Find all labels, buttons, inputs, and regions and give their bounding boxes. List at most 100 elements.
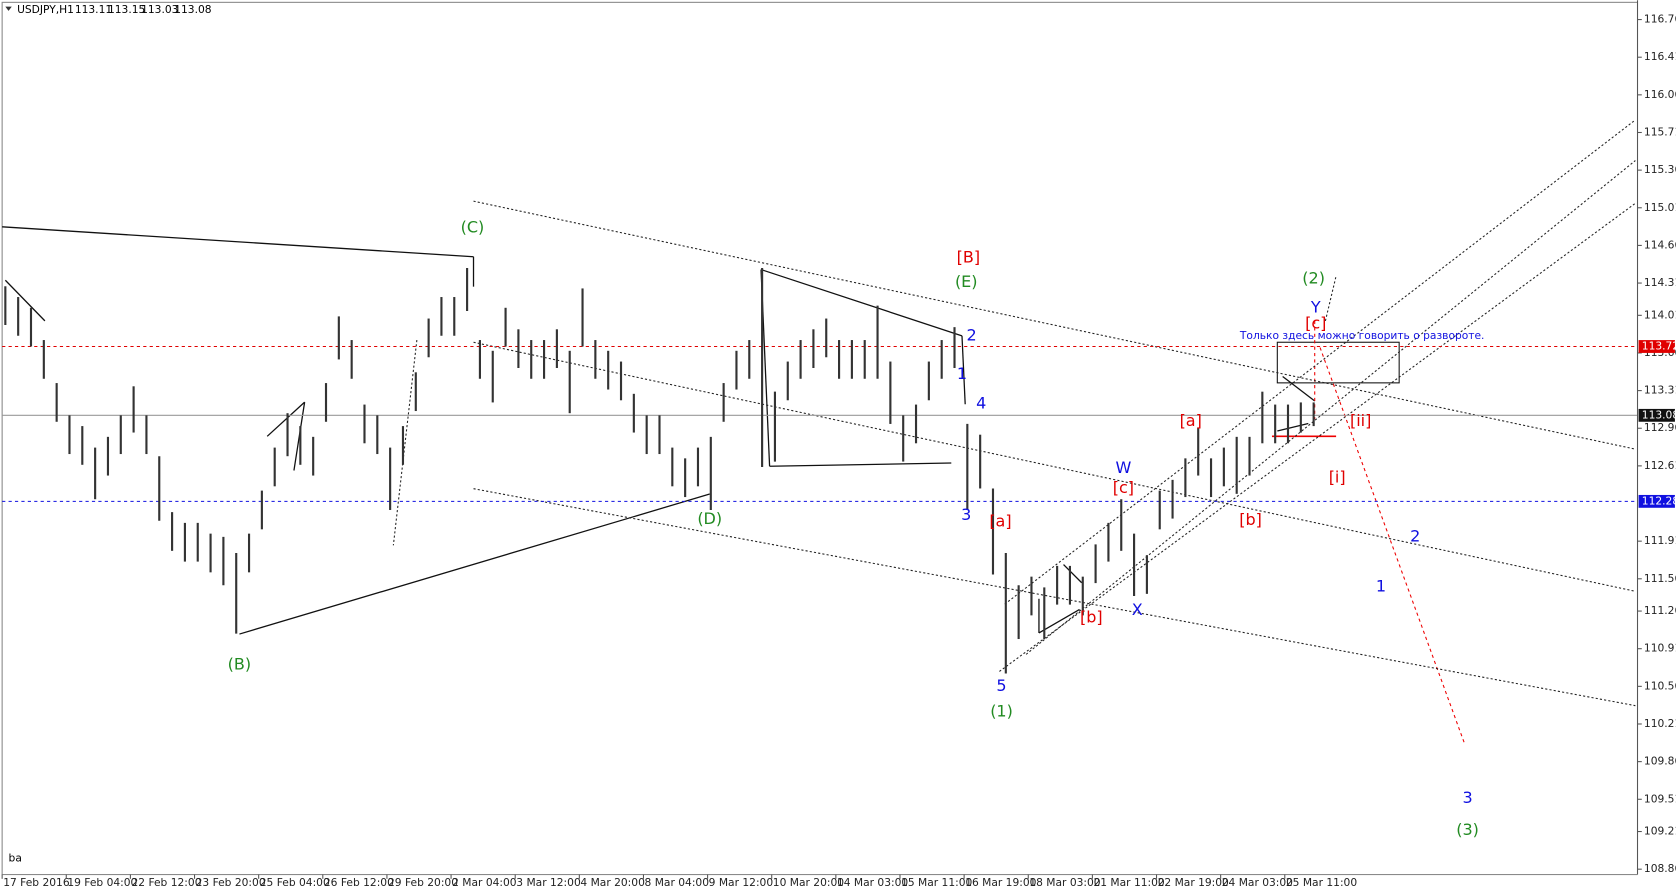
wave-label: 2	[967, 325, 977, 344]
projection	[392, 340, 418, 546]
y-tick-label: 111.56	[1644, 572, 1676, 585]
trend-line	[266, 401, 306, 437]
axes: 116.76 116.41 116.06 115.71 115.36 115.01 114.…	[1, 13, 1676, 889]
y-tick-label: 110.21	[1644, 717, 1676, 730]
x-tick-label: 17 Feb 2016	[3, 876, 70, 889]
channel-line	[999, 202, 1636, 672]
header-arrow	[5, 6, 12, 11]
y-tick-label: 114.31	[1644, 276, 1676, 289]
ohlc-low: 113.03	[141, 3, 178, 16]
wave-label: 2	[1410, 526, 1420, 545]
trend-line	[1282, 375, 1316, 402]
y-tick-label: 116.76	[1644, 13, 1676, 26]
trend-lines	[2, 119, 1636, 744]
y-tick-label: 115.01	[1644, 201, 1676, 214]
y-tick-label: 115.36	[1644, 163, 1676, 176]
trend-line	[4, 279, 46, 322]
y-tick-label: 110.91	[1644, 642, 1676, 655]
channel-line	[473, 488, 1636, 707]
y-tick-label: 114.01	[1644, 308, 1676, 321]
level-label-bg	[1638, 494, 1675, 508]
wave-label: [i]	[1329, 467, 1346, 486]
wave-label: 5	[996, 676, 1006, 695]
x-tick-label: 10 Mar 20:00	[773, 876, 844, 889]
wave-label: (C)	[461, 217, 485, 236]
y-tick-label: 112.61	[1644, 459, 1676, 472]
trend-line	[239, 493, 710, 635]
symbol: USDJPY,H1	[17, 3, 74, 16]
wave-label: (D)	[697, 509, 722, 528]
x-tick-label: 18 Mar 03:00	[1029, 876, 1100, 889]
wave-label: [c]	[1305, 314, 1326, 333]
x-tick-label: 21 Mar 11:00	[1093, 876, 1164, 889]
wave-label: [b]	[1080, 608, 1103, 627]
x-tick-label: 15 Mar 11:00	[901, 876, 972, 889]
channel-line	[473, 200, 1636, 450]
target-box	[1276, 341, 1400, 384]
y-tick-label: 110.56	[1644, 679, 1676, 692]
wave-label: X	[1132, 600, 1143, 619]
trend-line	[1063, 564, 1083, 584]
level-label: 113.08	[1642, 408, 1676, 421]
y-tick-label: 111.26	[1644, 604, 1676, 617]
x-tick-label: 3 Mar 12:00	[516, 876, 581, 889]
wave-label: [a]	[1180, 411, 1202, 430]
projection	[1324, 275, 1337, 321]
trend-line	[1277, 422, 1309, 432]
wave-label: [c]	[1113, 478, 1134, 497]
x-tick-label: 25 Feb 04:00	[260, 876, 330, 889]
x-tick-label: 14 Mar 03:00	[837, 876, 908, 889]
level-label-bg	[1638, 340, 1675, 353]
x-tick-label: 16 Mar 19:00	[965, 876, 1036, 889]
wave-label: Только здесь можно говорить о развороте.	[1239, 329, 1485, 342]
y-tick-label: 112.96	[1644, 421, 1676, 434]
y-tick-label: 109.21	[1644, 825, 1676, 838]
wave-label: [ii]	[1350, 411, 1371, 430]
x-tick-label: 22 Mar 19:00	[1158, 876, 1229, 889]
wave-label: 1	[957, 364, 967, 383]
wave-label: 4	[976, 394, 986, 413]
trend-line	[1038, 608, 1080, 634]
x-tick-label: 2 Mar 04:00	[452, 876, 517, 889]
wave-label: 3	[961, 505, 971, 524]
level-label: 113.72	[1642, 340, 1676, 353]
y-tick-label: 116.06	[1644, 88, 1676, 101]
wave-label: [B]	[957, 247, 980, 266]
header: USDJPY,H1 113.11 113.15 113.03 113.08	[5, 3, 212, 16]
wave-label: W	[1115, 458, 1131, 477]
wave-label: 1	[1376, 577, 1386, 596]
trend-line	[2, 226, 474, 258]
wave-label: [b]	[1239, 510, 1262, 529]
trend-line	[760, 268, 963, 337]
x-tick-label: 4 Mar 20:00	[580, 876, 645, 889]
wave-label: (3)	[1456, 820, 1479, 839]
channel-line	[473, 341, 1636, 592]
x-tick-label: 29 Feb 20:00	[388, 876, 458, 889]
ohlc-open: 113.11	[75, 3, 112, 16]
ohlc-high: 113.15	[108, 3, 145, 16]
x-tick-label: 19 Feb 04:00	[67, 876, 137, 889]
wave-label: 3	[1462, 788, 1472, 807]
y-tick-label: 111.91	[1644, 534, 1676, 547]
x-tick-label: 25 Mar 11:00	[1286, 876, 1357, 889]
y-tick-label: 113.31	[1644, 384, 1676, 397]
y-tick-label: 115.71	[1644, 125, 1676, 138]
footer-note: ba	[9, 852, 22, 865]
trend-line	[769, 462, 952, 467]
ohlc-close: 113.08	[174, 3, 212, 16]
wave-label: Y	[1310, 298, 1321, 317]
y-tick-label: 116.41	[1644, 50, 1676, 63]
trend-line	[961, 335, 966, 405]
level-label: 112.28	[1642, 494, 1676, 507]
x-tick-label: 26 Feb 12:00	[324, 876, 394, 889]
price-axis-bg	[1637, 0, 1676, 894]
wave-label: (1)	[990, 702, 1013, 721]
wave-label: [a]	[989, 511, 1011, 530]
x-tick-label: 23 Feb 20:00	[196, 876, 266, 889]
x-tick-label: 24 Mar 03:00	[1222, 876, 1293, 889]
price-bars	[2, 267, 1638, 674]
